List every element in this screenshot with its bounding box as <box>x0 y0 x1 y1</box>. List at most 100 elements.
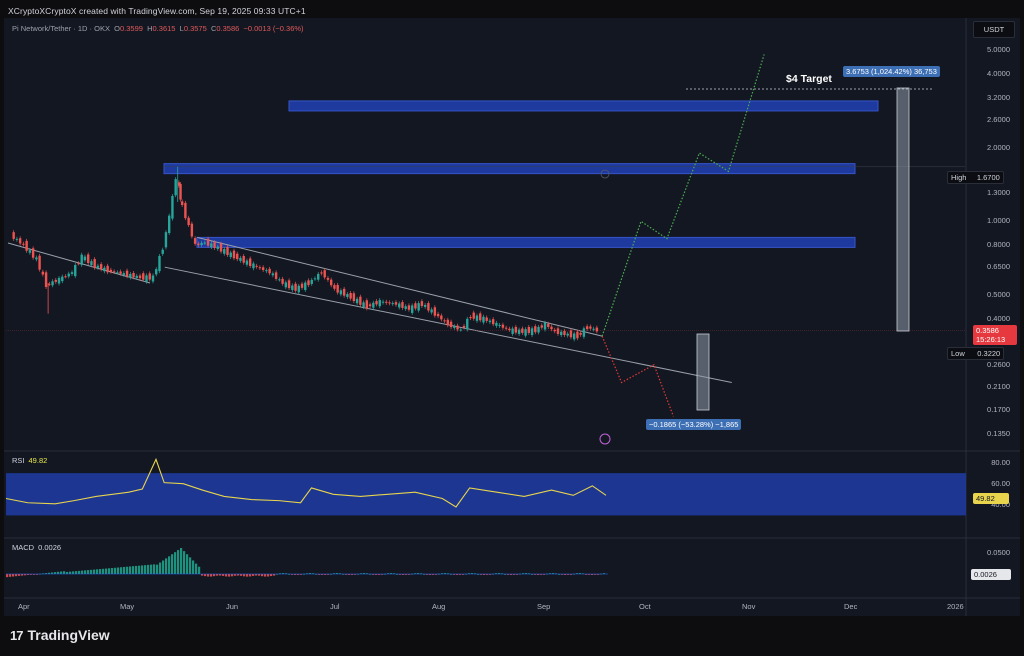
candle-body <box>313 278 317 280</box>
macd-histogram-bar <box>189 557 192 574</box>
macd-histogram-bar <box>558 573 561 575</box>
candle-body <box>466 318 469 330</box>
candle-body <box>15 238 19 240</box>
macd-histogram-bar <box>171 554 174 574</box>
candle-body <box>352 293 356 302</box>
candle-body <box>12 232 15 239</box>
candle-body <box>423 304 427 307</box>
projection-down-path <box>601 335 674 417</box>
macd-histogram-bar <box>60 571 63 574</box>
channel-upper-line <box>197 236 603 337</box>
candle-body <box>329 279 333 286</box>
symbol-ohlc-line: Pi Network/Tether · 1D · OKX O0.3599 H0.… <box>12 24 304 33</box>
candle-body <box>80 254 83 265</box>
macd-histogram-bar <box>51 572 54 574</box>
macd-histogram-bar <box>363 573 366 574</box>
macd-histogram-bar <box>390 573 393 574</box>
price-axis-label: 1.3000 <box>987 188 1010 198</box>
macd-histogram-bar <box>237 574 240 576</box>
price-axis-label: 0.8000 <box>987 240 1010 250</box>
candle-body <box>508 328 511 331</box>
candle-body <box>96 265 100 268</box>
macd-histogram-bar <box>183 551 186 574</box>
candle-body <box>64 276 67 278</box>
candle-body <box>129 273 132 278</box>
candle-body <box>142 273 145 280</box>
macd-histogram-bar <box>381 574 384 575</box>
candle-body <box>446 319 450 326</box>
candle-body <box>498 324 501 326</box>
candle-body <box>119 271 122 274</box>
candle-body <box>103 267 106 272</box>
macd-histogram-bar <box>294 574 297 575</box>
candle-body <box>459 329 462 331</box>
macd-histogram-bar <box>252 574 255 576</box>
candle-body <box>171 195 174 219</box>
macd-histogram-bar <box>495 573 498 575</box>
candle-body <box>122 273 126 275</box>
macd-histogram-bar <box>591 574 594 575</box>
close-value: 0.3586 <box>216 24 240 33</box>
macd-histogram-bar <box>174 552 177 574</box>
candle-body <box>109 269 113 272</box>
macd-histogram-bar <box>255 574 258 576</box>
candle-body <box>132 272 135 278</box>
macd-histogram-bar <box>312 573 315 575</box>
candle-body <box>180 201 184 205</box>
candle-body <box>232 250 236 259</box>
rsi-label: RSI 49.82 <box>12 456 48 465</box>
candle-body <box>479 313 482 321</box>
candle-body <box>216 246 219 249</box>
candle-body <box>219 243 223 252</box>
candle-body <box>74 264 77 277</box>
candle-body <box>22 243 25 245</box>
candle-body <box>504 327 508 329</box>
macd-label: MACD 0.0026 <box>12 543 62 552</box>
candle-body <box>77 263 80 265</box>
macd-histogram-bar <box>12 574 15 577</box>
macd-histogram-bar <box>336 573 339 574</box>
macd-histogram-bar <box>576 573 579 574</box>
rsi-value-tag: 49.82 <box>973 493 1009 504</box>
macd-histogram-bar <box>399 574 402 575</box>
price-axis-label: 3.2000 <box>987 92 1010 102</box>
candle-body <box>261 267 265 271</box>
time-axis-label: Oct <box>639 602 651 611</box>
time-axis-label: 2026 <box>947 602 964 611</box>
macd-histogram-bar <box>180 548 183 574</box>
candle-body <box>524 329 527 336</box>
macd-histogram-bar <box>114 567 117 574</box>
tradingview-brand: 17 TradingView <box>10 627 110 643</box>
macd-histogram-bar <box>570 574 573 575</box>
macd-histogram-bar <box>204 574 207 577</box>
macd-histogram-bar <box>594 574 597 575</box>
macd-histogram-bar <box>147 564 150 574</box>
macd-histogram-bar <box>120 567 123 574</box>
candle-body <box>375 301 378 305</box>
candle-body <box>177 182 181 186</box>
macd-histogram-bar <box>33 574 36 575</box>
macd-histogram-bar <box>27 574 30 575</box>
macd-histogram-bar <box>222 574 225 576</box>
currency-button[interactable]: USDT <box>973 21 1015 38</box>
macd-histogram-bar <box>279 573 282 575</box>
macd-histogram-bar <box>186 554 189 574</box>
candle-body <box>589 326 592 329</box>
candle-body <box>349 293 352 299</box>
macd-histogram-bar <box>291 574 294 575</box>
macd-histogram-bar <box>63 571 66 574</box>
candle-body <box>563 330 566 335</box>
candle-body <box>320 272 323 274</box>
candle-body <box>184 202 187 219</box>
macd-histogram-bar <box>141 565 144 574</box>
candle-body <box>440 315 443 320</box>
candle-body <box>553 329 556 332</box>
candle-body <box>44 272 48 288</box>
chart-frame <box>4 18 1020 616</box>
candle-body <box>365 300 369 309</box>
macd-histogram-bar <box>351 574 354 575</box>
macd-histogram-bar <box>564 574 567 575</box>
macd-histogram-bar <box>129 566 132 574</box>
chart-credit: XCryptoXCryptoX created with TradingView… <box>8 6 306 16</box>
